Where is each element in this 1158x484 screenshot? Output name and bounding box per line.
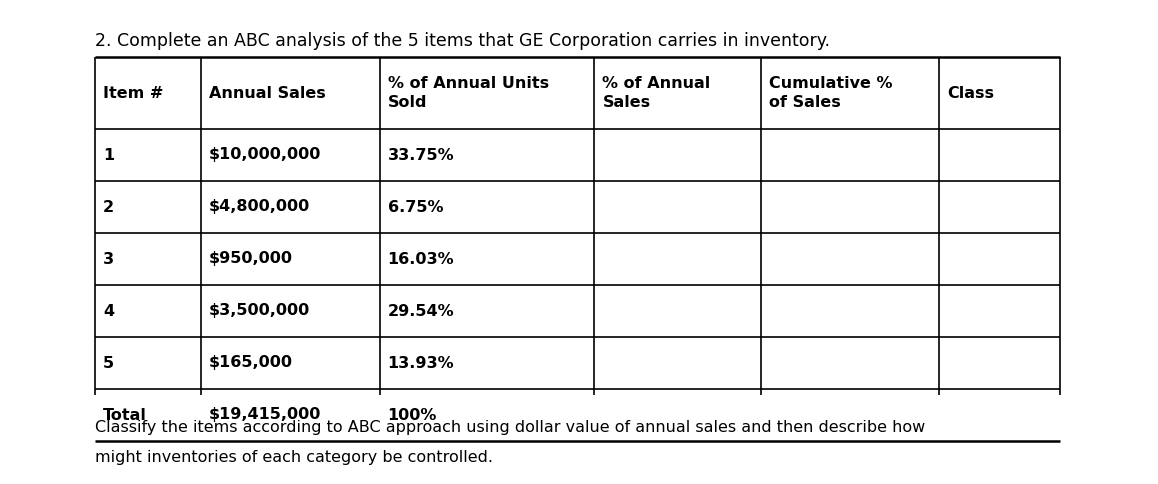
Text: $19,415,000: $19,415,000 — [210, 408, 322, 423]
Text: 2: 2 — [103, 199, 115, 214]
Text: $3,500,000: $3,500,000 — [210, 303, 310, 318]
Text: 2. Complete an ABC analysis of the 5 items that GE Corporation carries in invent: 2. Complete an ABC analysis of the 5 ite… — [95, 32, 830, 50]
Text: Cumulative %
of Sales: Cumulative % of Sales — [769, 76, 893, 110]
Text: Classify the items according to ABC approach using dollar value of annual sales : Classify the items according to ABC appr… — [95, 420, 925, 435]
Text: 29.54%: 29.54% — [388, 303, 454, 318]
Text: 16.03%: 16.03% — [388, 252, 454, 267]
Text: 33.75%: 33.75% — [388, 148, 454, 163]
Text: Item #: Item # — [103, 86, 163, 101]
Text: 5: 5 — [103, 356, 115, 370]
Text: 3: 3 — [103, 252, 115, 267]
Text: 1: 1 — [103, 148, 115, 163]
Text: Class: Class — [947, 86, 995, 101]
Text: 4: 4 — [103, 303, 115, 318]
Text: $10,000,000: $10,000,000 — [210, 148, 322, 163]
Text: 13.93%: 13.93% — [388, 356, 454, 370]
Text: $950,000: $950,000 — [210, 252, 293, 267]
Text: % of Annual
Sales: % of Annual Sales — [602, 76, 711, 110]
Text: $4,800,000: $4,800,000 — [210, 199, 310, 214]
Text: 100%: 100% — [388, 408, 437, 423]
Text: 6.75%: 6.75% — [388, 199, 444, 214]
Text: Total: Total — [103, 408, 147, 423]
Text: % of Annual Units
Sold: % of Annual Units Sold — [388, 76, 549, 110]
Text: Annual Sales: Annual Sales — [210, 86, 325, 101]
Text: might inventories of each category be controlled.: might inventories of each category be co… — [95, 450, 493, 465]
Text: $165,000: $165,000 — [210, 356, 293, 370]
